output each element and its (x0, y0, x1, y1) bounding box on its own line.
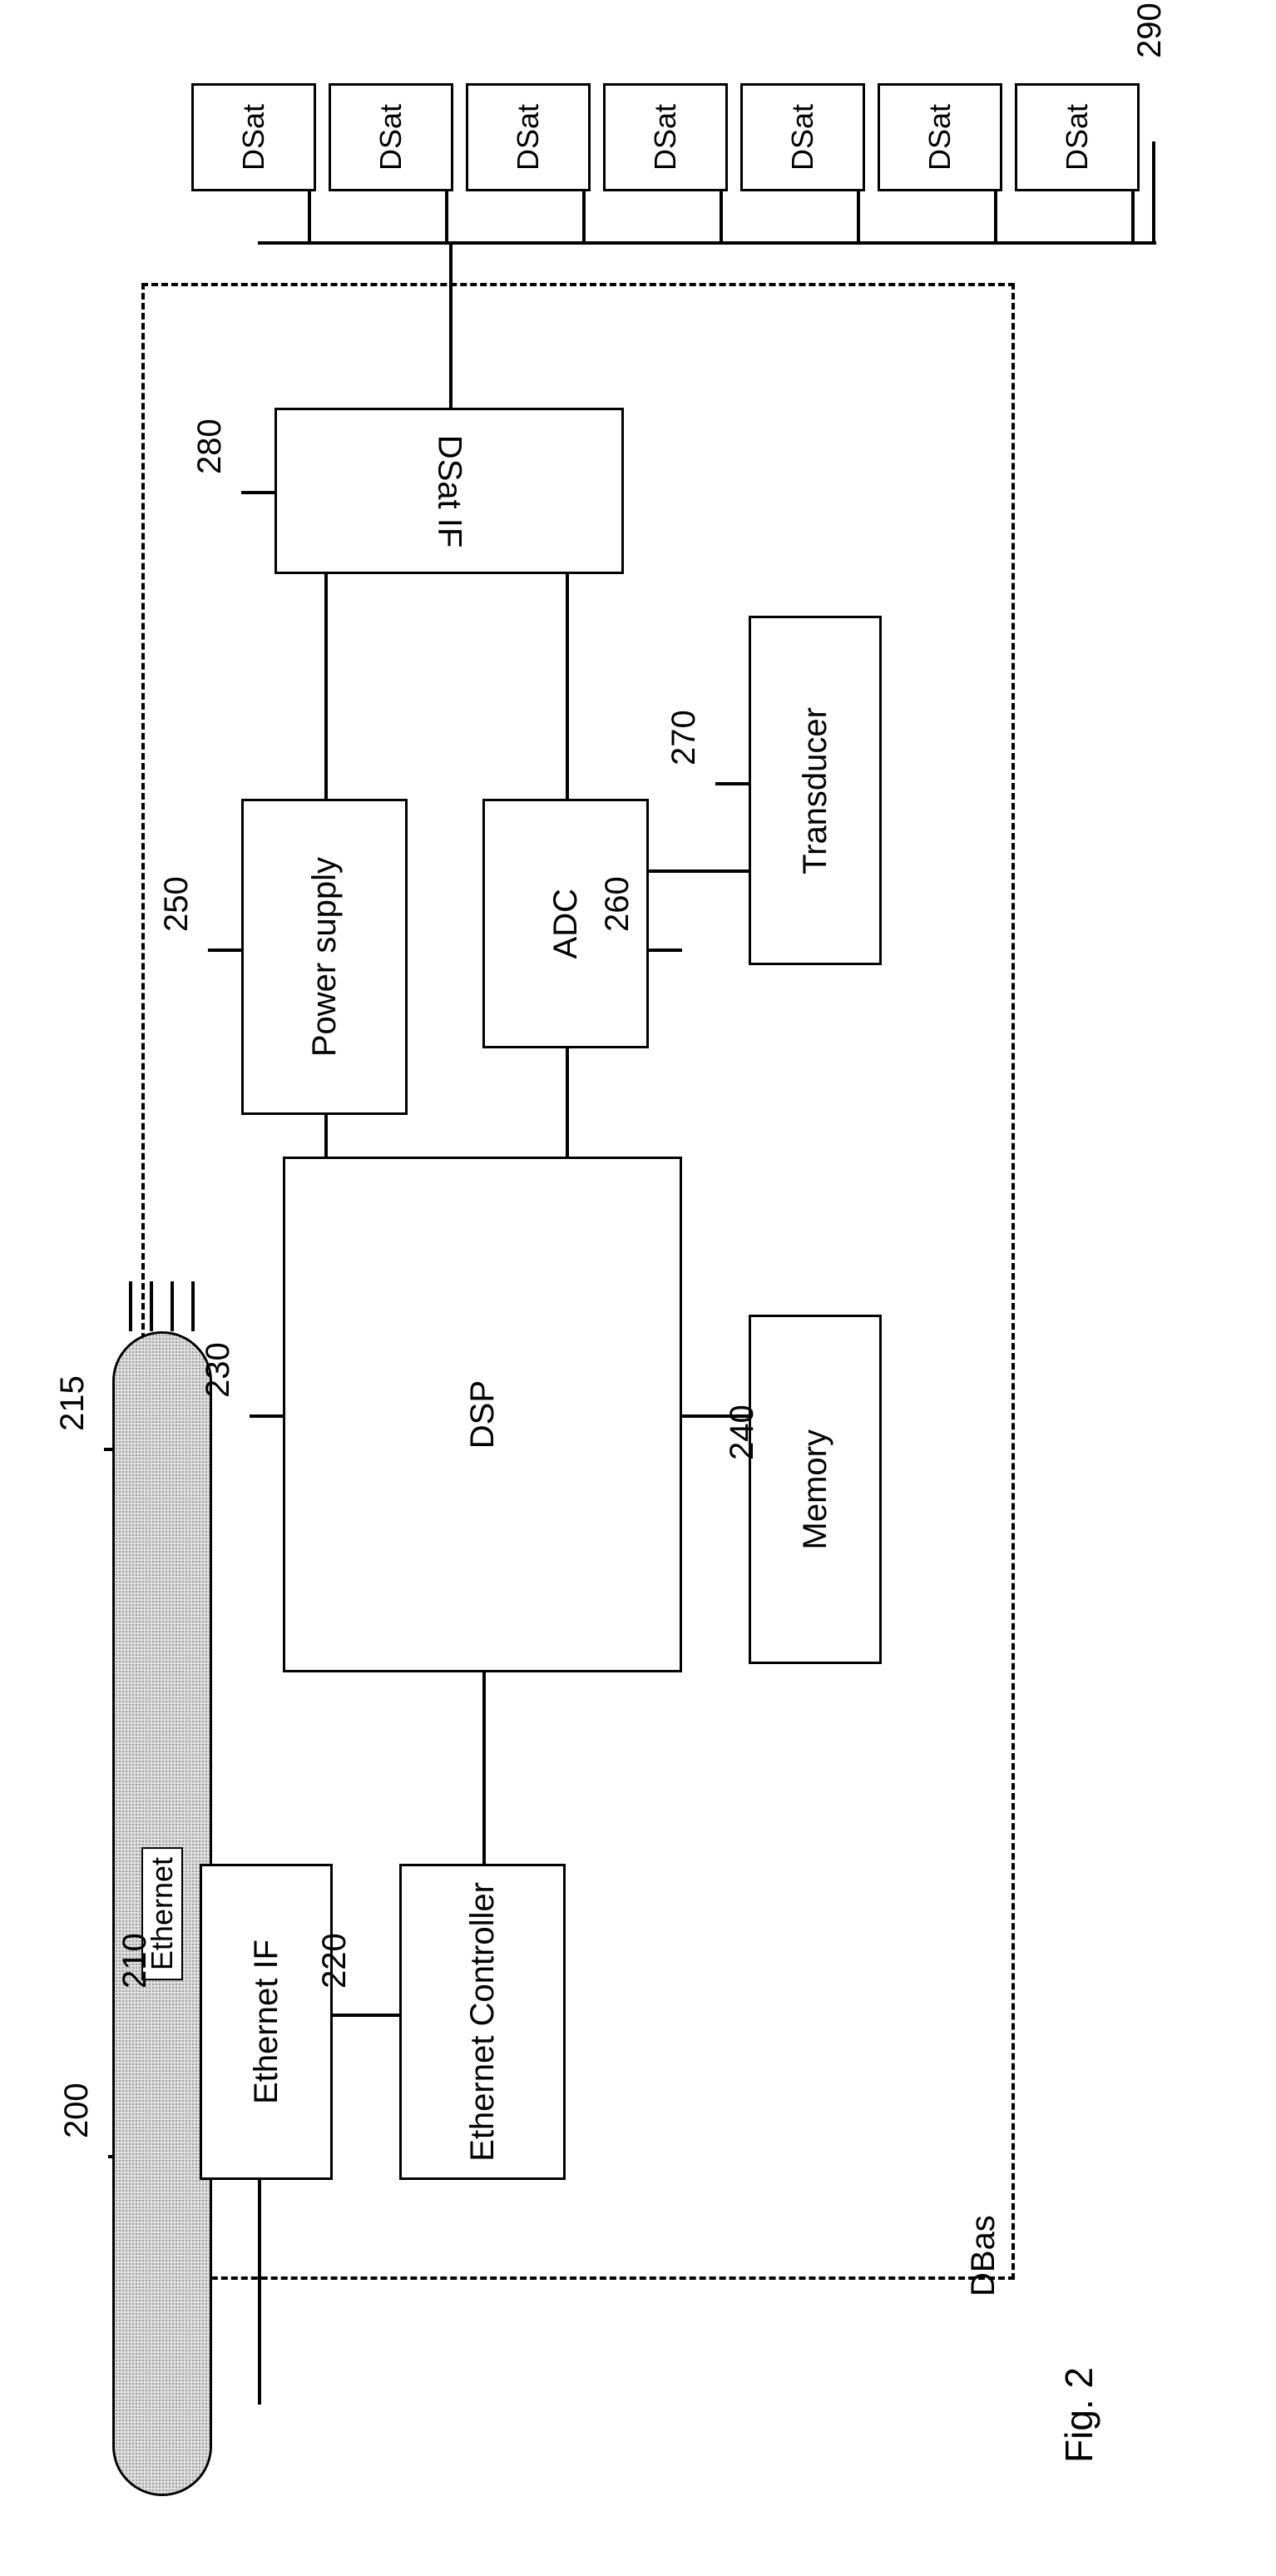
dsp-label: DSP (464, 1380, 502, 1449)
connector-line (566, 574, 569, 799)
ref-200: 200 (58, 2083, 96, 2138)
dsat-label-3: DSat (648, 104, 683, 171)
dsat-block-0: DSat (191, 83, 316, 191)
connector-line (324, 574, 328, 799)
dsat-stub-line (857, 191, 860, 241)
connector-line (324, 1115, 328, 1161)
dsat-label-5: DSat (922, 104, 957, 171)
ethernet-tick (150, 1281, 153, 1331)
ethernet-cable: Ethernet (112, 1331, 212, 2496)
dsat-stub-line (308, 191, 311, 241)
dsat-stub-line (720, 191, 723, 241)
ref-290: 290 (1131, 2, 1169, 58)
dsat-block-2: DSat (466, 83, 591, 191)
ref-tick (649, 949, 682, 952)
ref-220: 220 (316, 1933, 354, 1989)
ref-250: 250 (158, 876, 195, 932)
ethernet_if-label: Ethernet IF (248, 1939, 285, 2104)
ethernet-tick (171, 1281, 174, 1331)
dsat-block-4: DSat (740, 83, 865, 191)
dsat-block-6: DSat (1015, 83, 1140, 191)
dsat-stub-line (1131, 191, 1135, 241)
connector-line (1152, 141, 1155, 245)
ref-210: 210 (116, 1933, 154, 1989)
transducer-block: Transducer (749, 616, 882, 965)
power-label: Power supply (306, 857, 344, 1057)
power-block: Power supply (241, 799, 408, 1115)
dsat-block-5: DSat (878, 83, 1002, 191)
dsat-stub-line (445, 191, 448, 241)
ref-215: 215 (54, 1375, 91, 1431)
connector-line (258, 2180, 261, 2405)
connector-line (482, 1672, 486, 1864)
ref-tick (366, 2014, 399, 2017)
ref-tick (208, 949, 241, 952)
dsat-label-6: DSat (1060, 104, 1095, 171)
dsat-stub-line (582, 191, 586, 241)
memory-block: Memory (749, 1315, 882, 1664)
ref-tick (715, 782, 752, 785)
dsat-block-1: DSat (329, 83, 453, 191)
adc-label: ADC (547, 889, 585, 959)
dsat-label-0: DSat (236, 104, 271, 171)
figure-label: Fig. 2 (1056, 2367, 1101, 2463)
connector-line (649, 869, 749, 873)
ethernet_if-block: Ethernet IF (200, 1864, 333, 2180)
ethernet-tick (191, 1281, 195, 1331)
dsat_if-block: DSat IF (274, 408, 624, 574)
ref-280: 280 (191, 419, 229, 474)
ethernet-tick (129, 1281, 132, 1331)
dsat-label-2: DSat (511, 104, 546, 171)
transducer-label: Transducer (797, 707, 834, 874)
ref-270: 270 (665, 710, 703, 765)
dsat-label-1: DSat (373, 104, 408, 171)
dbas-label: DBas (965, 2215, 1002, 2296)
dsat-stub-line (994, 191, 997, 241)
memory-label: Memory (797, 1429, 834, 1549)
dsp-block: DSP (283, 1157, 682, 1672)
dsat-block-3: DSat (603, 83, 728, 191)
ethernet_ctrl-label: Ethernet Controller (464, 1882, 502, 2162)
connector-line (566, 1048, 569, 1161)
ethernet_ctrl-block: Ethernet Controller (399, 1864, 566, 2180)
ref-tick (250, 1414, 283, 1418)
connector-line (449, 241, 453, 408)
dsat_if-label: DSat IF (431, 434, 468, 547)
ref-240: 240 (724, 1404, 761, 1460)
ref-260: 260 (599, 876, 636, 932)
ref-230: 230 (200, 1342, 237, 1398)
ref-tick (241, 491, 274, 494)
connector-line (258, 241, 1156, 245)
dsat-label-4: DSat (785, 104, 820, 171)
